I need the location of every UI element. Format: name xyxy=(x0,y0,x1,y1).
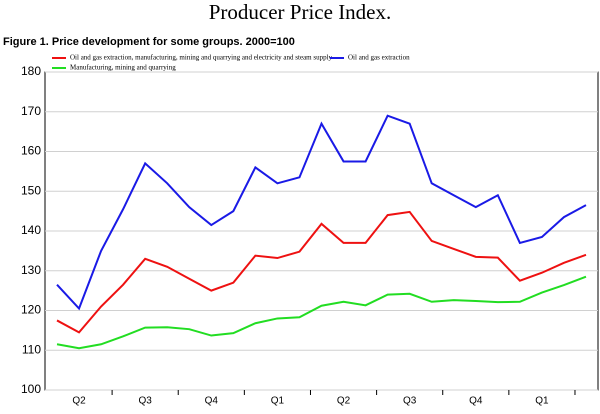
legend-label: Manufacturing, mining and quarrying xyxy=(70,64,176,72)
y-tick-label: 150 xyxy=(21,183,41,197)
series-line xyxy=(56,275,587,350)
series-line xyxy=(56,210,587,334)
y-tick-label: 180 xyxy=(21,64,41,78)
x-tick-label: Q2 xyxy=(337,396,351,407)
x-tick-label: Q2 xyxy=(72,396,86,407)
y-tick-label: 130 xyxy=(21,263,41,277)
legend-label: Oil and gas extraction xyxy=(348,54,410,62)
legend-label: Oil and gas extraction, manufacturing, m… xyxy=(70,54,333,62)
y-tick-label: 110 xyxy=(22,342,41,356)
x-tick-label: Q4 xyxy=(205,396,219,407)
y-tick-label: 100 xyxy=(21,382,41,396)
x-tick-label: Q4 xyxy=(469,396,483,407)
x-tick-label: Q3 xyxy=(403,396,417,407)
x-tick-label: Q1 xyxy=(271,396,285,407)
y-tick-label: 160 xyxy=(21,144,41,158)
y-tick-label: 140 xyxy=(21,223,41,237)
page-title: Producer Price Index. xyxy=(209,0,392,24)
chart-title: Figure 1. Price development for some gro… xyxy=(3,36,295,48)
series-line xyxy=(56,114,587,311)
y-tick-label: 120 xyxy=(21,303,41,317)
y-tick-label: 170 xyxy=(21,104,41,118)
x-tick-label: Q3 xyxy=(138,396,152,407)
x-tick-label: Q1 xyxy=(535,396,549,407)
